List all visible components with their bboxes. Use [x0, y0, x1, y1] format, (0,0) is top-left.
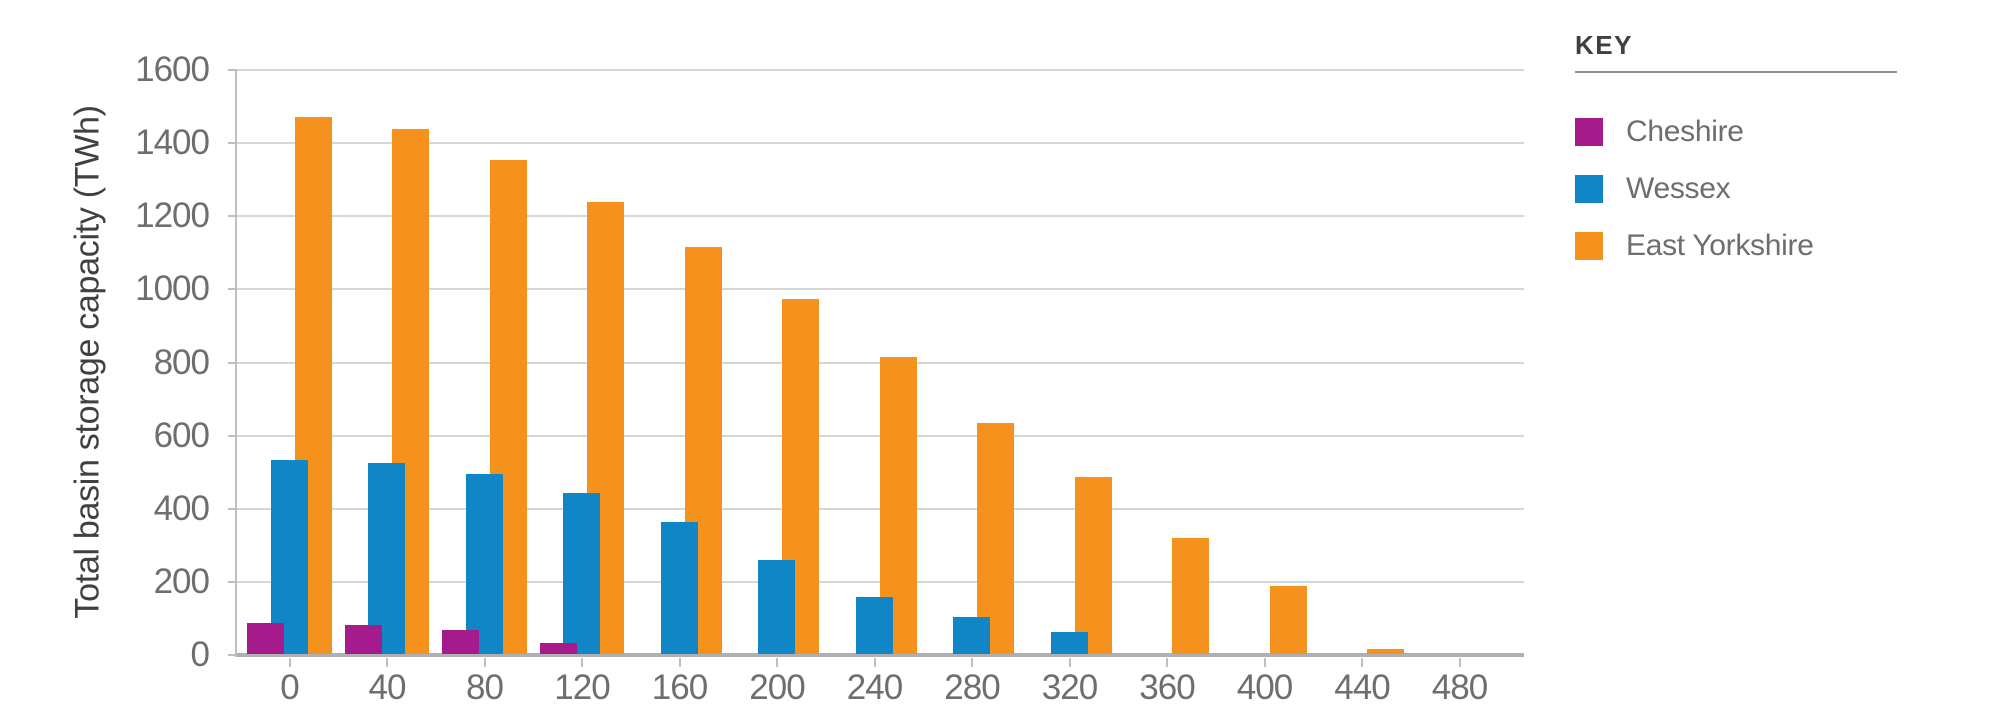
bar-wessex-160	[660, 522, 698, 654]
bar-east-yorkshire-280	[977, 423, 1014, 654]
y-axis-tick	[228, 580, 237, 583]
y-tick-label: 600	[153, 415, 210, 455]
x-tick-label: 40	[368, 668, 407, 707]
gridline	[237, 142, 1524, 145]
x-tick-label: 120	[554, 668, 610, 707]
y-tick-label: 200	[153, 561, 210, 601]
bar-wessex-120	[563, 493, 601, 654]
legend-label: East Yorkshire	[1626, 229, 1814, 262]
x-axis-tick	[581, 658, 583, 667]
x-tick-label: 400	[1236, 668, 1293, 707]
legend-divider	[1575, 71, 1897, 73]
x-tick-label: 440	[1334, 668, 1390, 707]
legend-swatch-icon	[1575, 232, 1603, 260]
y-tick-label: 0	[190, 635, 210, 674]
x-axis-tick	[1068, 658, 1071, 667]
y-tick-label: 800	[153, 342, 210, 382]
y-axis-tick	[228, 69, 237, 71]
y-axis-tick	[228, 142, 237, 145]
x-tick-label: 240	[846, 668, 903, 707]
bar-cheshire-120	[539, 643, 577, 654]
x-axis-tick	[873, 658, 876, 667]
bar-wessex-320	[1050, 632, 1088, 654]
x-tick-label: 200	[749, 668, 805, 707]
x-axis-tick	[288, 658, 291, 667]
legend-swatch-icon	[1575, 175, 1603, 203]
y-axis-tick	[228, 215, 237, 218]
y-tick-label: 1600	[135, 50, 210, 89]
legend-title: KEY	[1575, 30, 1633, 60]
bar-east-yorkshire-440	[1367, 649, 1404, 654]
y-axis-line	[235, 70, 237, 657]
y-axis-tick	[228, 434, 237, 437]
bar-wessex-200	[758, 560, 796, 654]
x-tick-label: 480	[1431, 668, 1488, 707]
x-tick-label: 320	[1041, 668, 1098, 707]
legend-row-wessex: Wessex	[1575, 172, 1935, 205]
gridline	[237, 288, 1524, 291]
x-axis-tick	[483, 658, 486, 667]
x-axis-tick	[971, 658, 973, 667]
x-tick-label: 0	[280, 668, 299, 707]
bar-east-yorkshire-320	[1074, 477, 1112, 654]
bar-cheshire-80	[442, 630, 479, 654]
gridline	[237, 215, 1524, 218]
x-tick-label: 80	[466, 668, 504, 707]
x-axis-tick	[1263, 658, 1266, 667]
bar-wessex-0	[270, 460, 308, 654]
bar-east-yorkshire-400	[1269, 586, 1307, 654]
x-axis-tick	[1458, 658, 1461, 667]
y-tick-label: 1200	[135, 196, 210, 236]
bar-cheshire-0	[247, 623, 284, 654]
x-axis-tick	[386, 658, 388, 667]
bar-wessex-280	[953, 617, 991, 654]
x-tick-label: 280	[944, 668, 1000, 707]
x-axis-tick	[1166, 658, 1168, 667]
x-axis-tick	[678, 658, 681, 667]
bar-wessex-80	[465, 474, 503, 654]
x-tick-label: 360	[1139, 668, 1195, 707]
x-axis-line	[237, 653, 1524, 657]
legend-label: Cheshire	[1626, 115, 1744, 148]
y-tick-label: 1400	[135, 123, 210, 163]
bar-cheshire-40	[344, 625, 382, 654]
gridline	[237, 69, 1524, 71]
legend-row-east-yorkshire: East Yorkshire	[1575, 229, 1935, 262]
x-axis-tick	[776, 658, 778, 667]
y-axis-tick	[228, 361, 237, 364]
bar-wessex-240	[855, 597, 893, 654]
x-tick-label: 160	[651, 668, 708, 707]
y-tick-label: 400	[153, 488, 210, 528]
y-axis-tick	[228, 654, 237, 656]
y-axis-tick	[228, 507, 237, 510]
legend: KEY Cheshire Wessex East Yorkshire	[1575, 30, 1935, 289]
legend-row-cheshire: Cheshire	[1575, 115, 1935, 148]
legend-swatch-icon	[1575, 118, 1603, 146]
bar-wessex-40	[368, 463, 406, 654]
legend-items: Cheshire Wessex East Yorkshire	[1575, 115, 1935, 262]
bar-east-yorkshire-360	[1172, 538, 1209, 654]
x-axis-tick	[1361, 658, 1363, 667]
y-axis-tick	[228, 288, 237, 291]
y-tick-label: 1000	[135, 269, 210, 309]
legend-label: Wessex	[1626, 172, 1731, 205]
